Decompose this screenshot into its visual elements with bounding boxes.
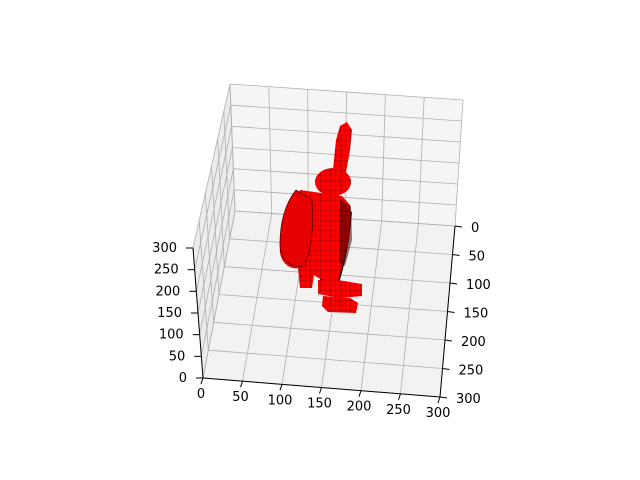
y-tick-mark [452, 254, 460, 256]
x-tick-label: 300 [426, 406, 451, 421]
y-tick-mark [442, 368, 450, 370]
x-tick-mark [437, 396, 441, 404]
y-tick-label: 200 [461, 335, 486, 350]
z-tick-label: 50 [169, 349, 186, 364]
z-gridline-back [230, 104, 462, 122]
y-gridline [208, 349, 443, 369]
voxel-left-arm [279, 189, 314, 267]
x-tick-mark [200, 377, 204, 385]
y-tick-mark [447, 311, 455, 313]
left-pane [193, 84, 235, 378]
x-tick-mark [319, 387, 322, 394]
y-tick-mark [454, 225, 463, 228]
x-tick-label: 0 [197, 387, 205, 402]
y-tick-label: 150 [464, 307, 489, 322]
z-gridline [199, 168, 234, 335]
z-tick-label: 300 [152, 241, 177, 256]
z-gridline [200, 189, 235, 357]
z-tick-label: 100 [159, 328, 184, 343]
x-tick-label: 250 [386, 403, 411, 418]
x-tick-mark [398, 393, 401, 400]
z-tick-label: 0 [179, 371, 187, 386]
voxel-head [315, 168, 351, 196]
x-tick-label: 100 [268, 393, 293, 408]
x-tick-label: 50 [232, 390, 249, 405]
z-tick-label: 250 [154, 263, 179, 278]
z-gridline [192, 83, 231, 249]
y-tick-mark [444, 339, 453, 342]
z-gridline-back [234, 189, 457, 206]
voxel-right-leg [318, 280, 362, 298]
z-gridline-back [229, 83, 464, 101]
x-tick-label: 150 [307, 397, 332, 412]
z-gridline [202, 210, 236, 379]
voxel-left-foot [322, 296, 358, 313]
x-tick-mark [240, 381, 243, 388]
z-tick-label: 150 [157, 306, 182, 321]
z-gridline [194, 105, 232, 270]
y-gridline [213, 321, 446, 341]
voxel-raised-arm [333, 122, 352, 172]
z-axis-line [192, 247, 204, 379]
x-axis-line [202, 377, 441, 398]
tick-labels: 0 50 100 150 200 250 300 0 50 100 150 200 250 300 0 50 1… [152, 221, 491, 421]
y-tick-mark [439, 396, 448, 399]
z-gridline [197, 147, 233, 314]
x-tick-mark [279, 384, 283, 391]
y-tick-label: 250 [459, 364, 484, 379]
y-axis-line [439, 225, 456, 398]
x-tick-label: 200 [347, 400, 372, 415]
x-tick-mark [358, 390, 362, 397]
z-gridline [195, 126, 233, 292]
y-tick-label: 50 [469, 250, 486, 265]
voxel-right-shadow [339, 200, 352, 266]
y-tick-label: 300 [456, 392, 481, 407]
y-tick-label: 0 [471, 221, 479, 236]
y-tick-label: 100 [466, 278, 491, 293]
y-tick-mark [449, 282, 458, 285]
z-tick-label: 200 [156, 284, 181, 299]
red-voxel-object [279, 122, 362, 313]
